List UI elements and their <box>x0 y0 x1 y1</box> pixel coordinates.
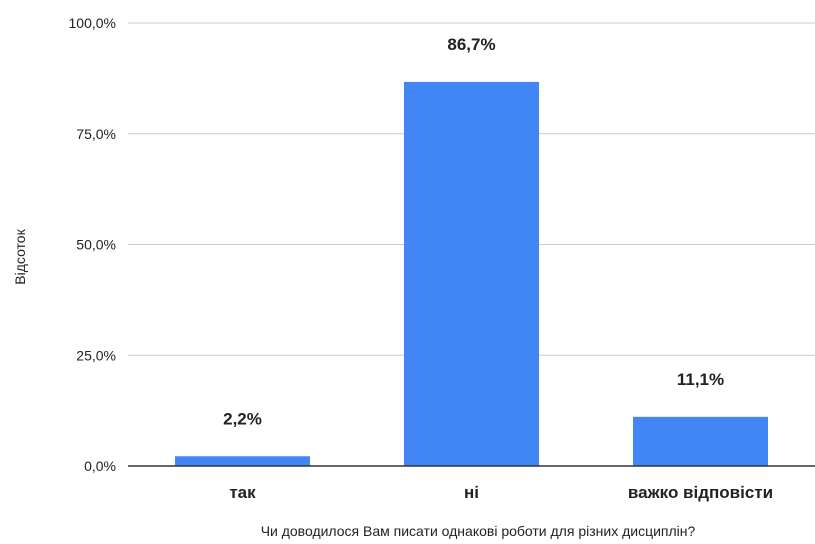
y-axis-title: Відсоток <box>12 228 28 284</box>
y-tick-label: 50,0% <box>76 237 116 253</box>
x-axis-title: Чи доводилося Вам писати однакові роботи… <box>261 523 696 539</box>
y-tick-label: 75,0% <box>76 126 116 142</box>
y-tick-labels: 0,0% 25,0% 50,0% 75,0% 100,0% <box>69 15 116 474</box>
x-tick-label: так <box>229 483 256 502</box>
y-tick-label: 100,0% <box>69 15 116 31</box>
x-tick-labels: так ні важко відповісти <box>229 483 773 502</box>
bar <box>404 81 539 466</box>
data-label: 86,7% <box>447 35 495 54</box>
y-tick-label: 0,0% <box>84 458 116 474</box>
y-tick-label: 25,0% <box>76 347 116 363</box>
bar <box>633 416 768 466</box>
x-tick-label: важко відповісти <box>628 483 773 502</box>
bars <box>175 81 768 466</box>
bar <box>175 456 310 466</box>
x-tick-label: ні <box>464 483 479 502</box>
data-label: 11,1% <box>677 370 724 389</box>
data-label: 2,2% <box>223 409 262 428</box>
data-labels: 2,2% 86,7% 11,1% <box>223 35 724 428</box>
